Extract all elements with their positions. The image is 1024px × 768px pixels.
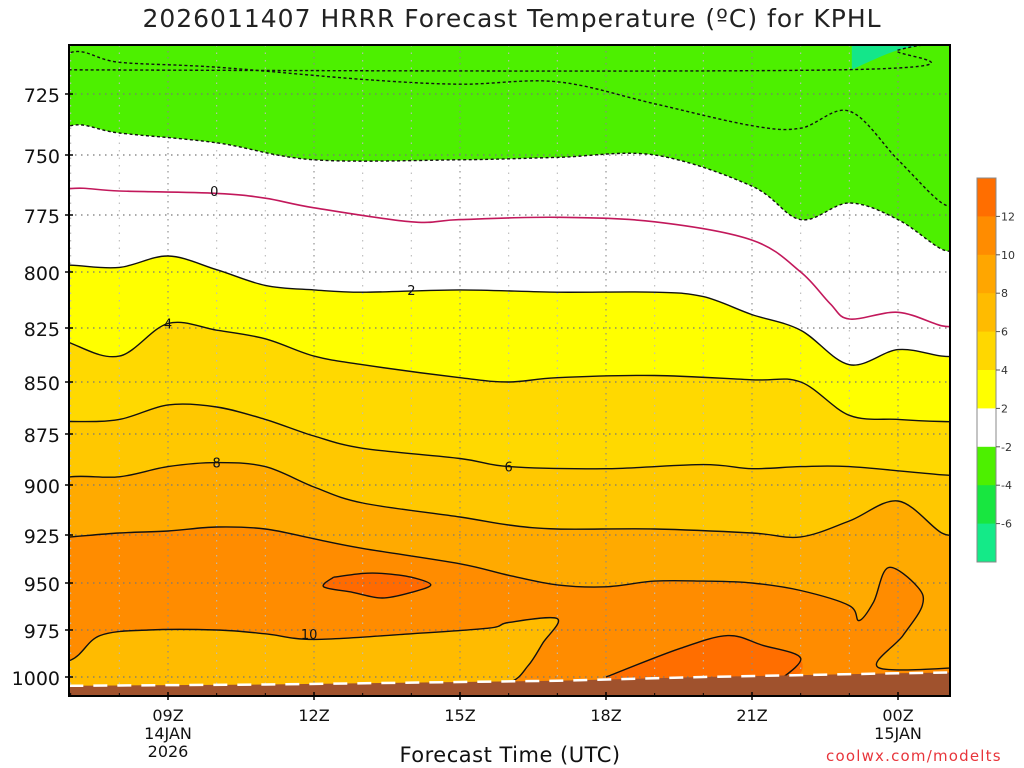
blob-12-14-sfc xyxy=(606,635,803,685)
colorbar-swatch xyxy=(977,293,996,333)
y-tick-label: 775 xyxy=(24,206,60,228)
colorbar-tick-label: 2 xyxy=(1001,402,1008,415)
colorbar: 12 10 8 6 4 2 -2 -4 -6 xyxy=(976,177,1015,563)
x-axis-label: Forecast Time (UTC) xyxy=(399,743,621,767)
y-tick-label: 800 xyxy=(24,263,60,285)
y-tick-label: 875 xyxy=(24,425,60,447)
y-tick-label: 900 xyxy=(24,476,60,498)
contour-label: 8 xyxy=(213,457,221,472)
plot-frame xyxy=(68,44,951,697)
x-tick-label: 21Z xyxy=(736,706,767,725)
y-tick-label: 750 xyxy=(24,146,60,168)
contour-line xyxy=(69,526,950,671)
watermark-link[interactable]: coolwx.com/modelts xyxy=(826,747,1002,765)
colorbar-tick-label: 12 xyxy=(1001,210,1015,223)
contour-label: 2 xyxy=(407,284,415,299)
colorbar-tick-label: 8 xyxy=(1001,287,1008,300)
y-tick-label: 975 xyxy=(24,621,60,643)
x-tick-label: 15Z xyxy=(444,706,475,725)
contour-label: 4 xyxy=(164,318,172,333)
ground-fill xyxy=(69,672,950,696)
colorbar-swatch xyxy=(977,178,996,217)
contour-lines: 0 2 4 6 8 10 xyxy=(69,45,950,689)
contour-line xyxy=(69,461,950,539)
x-tick-year: 2026 xyxy=(148,742,189,761)
colorbar-tick-label: -4 xyxy=(1001,479,1012,492)
y-tick-label: 925 xyxy=(24,526,60,548)
contour-label: 0 xyxy=(210,185,218,200)
colorbar-tick-label: 6 xyxy=(1001,326,1008,339)
contour-label: 10 xyxy=(301,628,318,643)
x-tick-label: 09Z xyxy=(152,706,183,725)
contour-line xyxy=(69,616,560,689)
y-axis: 725 750 775 800 825 850 875 900 925 950 975 1000 xyxy=(12,85,73,690)
colorbar-tick-label: 4 xyxy=(1001,364,1008,377)
contour-line xyxy=(69,187,950,328)
contour-line xyxy=(322,572,432,599)
grid xyxy=(69,45,950,696)
colorbar-tick-label: -6 xyxy=(1001,518,1012,531)
contour-line xyxy=(69,50,950,207)
colorbar-swatch xyxy=(977,254,996,294)
colorbar-tick-label: 10 xyxy=(1001,249,1015,262)
contour-line xyxy=(69,403,950,476)
colorbar-swatch xyxy=(977,331,996,371)
y-tick-label: 950 xyxy=(24,574,60,596)
x-tick-label: 18Z xyxy=(590,706,621,725)
blob-10-12-west xyxy=(69,617,559,689)
colorbar-swatch xyxy=(977,485,996,525)
contour-line xyxy=(605,634,802,684)
y-tick-label: 725 xyxy=(24,85,60,107)
colorbar-swatch xyxy=(977,408,996,448)
contour-label: 6 xyxy=(505,461,513,476)
contour-line xyxy=(69,255,950,366)
y-tick-label: 1000 xyxy=(12,668,60,690)
x-tick-date: 14JAN xyxy=(144,724,192,743)
x-tick-date: 15JAN xyxy=(874,724,922,743)
y-tick-label: 825 xyxy=(24,319,60,341)
colorbar-swatch xyxy=(977,370,996,409)
x-tick-label: 12Z xyxy=(298,706,329,725)
x-tick-label: 00Z xyxy=(882,706,913,725)
colorbar-tick-label: -2 xyxy=(1001,441,1012,454)
y-tick-label: 850 xyxy=(24,373,60,395)
contour-line xyxy=(69,321,950,423)
colorbar-swatch xyxy=(977,523,996,563)
band-minus6-corner xyxy=(851,45,950,70)
ground-edge xyxy=(69,671,950,688)
colorbar-swatch xyxy=(977,446,996,486)
contour-line xyxy=(69,124,950,253)
colorbar-swatch xyxy=(977,216,996,256)
plot-area: 0 2 4 6 8 10 xyxy=(69,45,950,696)
chart-title: 2026011407 HRRR Forecast Temperature (ºC… xyxy=(142,4,882,33)
